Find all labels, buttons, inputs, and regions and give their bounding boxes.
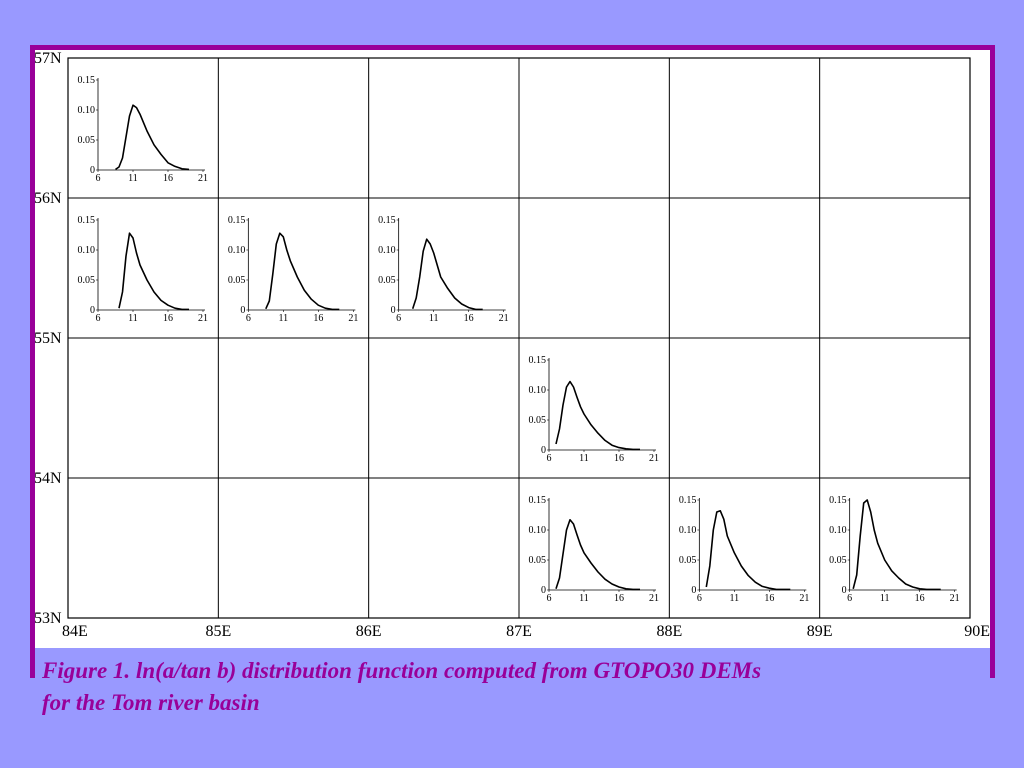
inset-x-tick-label: 16 — [915, 593, 925, 604]
longitude-label: 85E — [205, 623, 231, 640]
inset-y-tick-label: 0.05 — [829, 555, 847, 566]
inset-y-tick-label: 0.10 — [529, 385, 547, 396]
inset-y-tick-label: 0.05 — [529, 555, 547, 566]
inset-y-tick-label: 0.15 — [378, 215, 396, 226]
chart-panel: 84E 85E 86E 87E 88E 89E 90E 57N 56N 55N 54N 53N 0 0.0… — [35, 50, 990, 648]
inset-x-tick-label: 11 — [128, 173, 138, 184]
inset-x-tick-label: 16 — [313, 313, 323, 324]
distribution-curve — [852, 499, 941, 591]
inset-x-tick-label: 6 — [96, 173, 101, 184]
inset-x-tick-label: 6 — [246, 313, 251, 324]
distribution-curve — [115, 104, 190, 171]
inset-y-tick-label: 0.15 — [78, 215, 96, 226]
inset-y-tick-label: 0.15 — [679, 495, 697, 506]
inset-y-tick-label: 0 — [842, 585, 847, 596]
inset-x-tick-label: 11 — [579, 593, 589, 604]
grid-chart: 84E 85E 86E 87E 88E 89E 90E 57N 56N 55N 54N 53N 0 0.0… — [35, 50, 990, 640]
inset-y-tick-label: 0 — [541, 585, 546, 596]
inset-y-tick-label: 0.10 — [679, 525, 697, 536]
distribution-curve — [555, 518, 640, 591]
inset-y-tick-label: 0 — [691, 585, 696, 596]
latitude-label: 55N — [35, 330, 62, 347]
inset-x-tick-label: 6 — [697, 593, 702, 604]
distribution-curve — [555, 380, 640, 451]
inset-x-tick-label: 11 — [429, 313, 439, 324]
inset-y-tick-label: 0 — [240, 305, 245, 316]
inset-x-tick-label: 16 — [614, 453, 624, 464]
inset-y-tick-label: 0 — [90, 165, 95, 176]
inset-y-tick-label: 0.05 — [78, 275, 96, 286]
inset-y-tick-label: 0 — [90, 305, 95, 316]
latitude-label: 56N — [35, 190, 62, 207]
inset-y-tick-label: 0.15 — [829, 495, 847, 506]
figure-caption: Figure 1. ln(a/tan b) distribution funct… — [42, 655, 982, 719]
distribution-curve — [265, 232, 340, 311]
frame-top-border — [30, 45, 995, 50]
inset-y-tick-label: 0.05 — [378, 275, 396, 286]
inset-x-tick-label: 6 — [547, 453, 552, 464]
inset-x-tick-label: 21 — [950, 593, 960, 604]
inset-x-tick-label: 16 — [764, 593, 774, 604]
inset-x-tick-label: 16 — [163, 313, 173, 324]
inset-y-tick-label: 0.05 — [78, 135, 96, 146]
inset-x-tick-label: 6 — [547, 593, 552, 604]
frame-right-border — [990, 48, 995, 678]
inset-y-tick-label: 0.15 — [228, 215, 246, 226]
inset-x-tick-label: 11 — [579, 453, 589, 464]
distribution-curve — [705, 509, 791, 591]
distribution-curve — [411, 238, 483, 311]
inset-x-tick-label: 11 — [279, 313, 289, 324]
inset-x-tick-label: 16 — [163, 173, 173, 184]
longitude-label: 87E — [506, 623, 532, 640]
inset-x-tick-label: 21 — [198, 173, 208, 184]
longitude-label: 84E — [62, 623, 88, 640]
inset-y-tick-label: 0.10 — [529, 525, 547, 536]
longitude-label: 89E — [807, 623, 833, 640]
inset-x-tick-label: 6 — [847, 593, 852, 604]
inset-x-tick-label: 11 — [730, 593, 740, 604]
longitude-label: 90E — [964, 623, 990, 640]
inset-y-tick-label: 0 — [541, 445, 546, 456]
inset-y-tick-label: 0 — [391, 305, 396, 316]
inset-y-tick-label: 0.15 — [529, 495, 547, 506]
inset-x-tick-label: 21 — [198, 313, 208, 324]
inset-x-tick-label: 11 — [128, 313, 138, 324]
inset-x-tick-label: 6 — [396, 313, 401, 324]
inset-y-tick-label: 0.10 — [378, 245, 396, 256]
inset-y-tick-label: 0.05 — [679, 555, 697, 566]
inset-x-tick-label: 21 — [348, 313, 358, 324]
inset-x-tick-label: 11 — [880, 593, 890, 604]
inset-y-tick-label: 0.15 — [78, 75, 96, 86]
frame-left-border — [30, 48, 35, 678]
inset-y-tick-label: 0.15 — [529, 355, 547, 366]
inset-y-tick-label: 0.10 — [78, 245, 96, 256]
inset-x-tick-label: 21 — [499, 313, 509, 324]
latitude-label: 57N — [35, 50, 62, 67]
inset-y-tick-label: 0.05 — [529, 415, 547, 426]
inset-x-tick-label: 21 — [649, 453, 659, 464]
latitude-label: 54N — [35, 470, 62, 487]
inset-y-tick-label: 0.10 — [78, 105, 96, 116]
inset-y-tick-label: 0.10 — [829, 525, 847, 536]
inset-x-tick-label: 16 — [614, 593, 624, 604]
inset-y-tick-label: 0.05 — [228, 275, 246, 286]
inset-x-tick-label: 16 — [464, 313, 474, 324]
inset-y-tick-label: 0.10 — [228, 245, 246, 256]
inset-x-tick-label: 21 — [649, 593, 659, 604]
latitude-label: 53N — [35, 610, 62, 627]
inset-x-tick-label: 21 — [799, 593, 809, 604]
caption-line-1: Figure 1. ln(a/tan b) distribution funct… — [42, 658, 762, 683]
caption-line-2: for the Tom river basin — [42, 690, 260, 715]
longitude-label: 86E — [356, 623, 382, 640]
distribution-curve — [118, 232, 189, 311]
inset-x-tick-label: 6 — [96, 313, 101, 324]
longitude-label: 88E — [656, 623, 682, 640]
